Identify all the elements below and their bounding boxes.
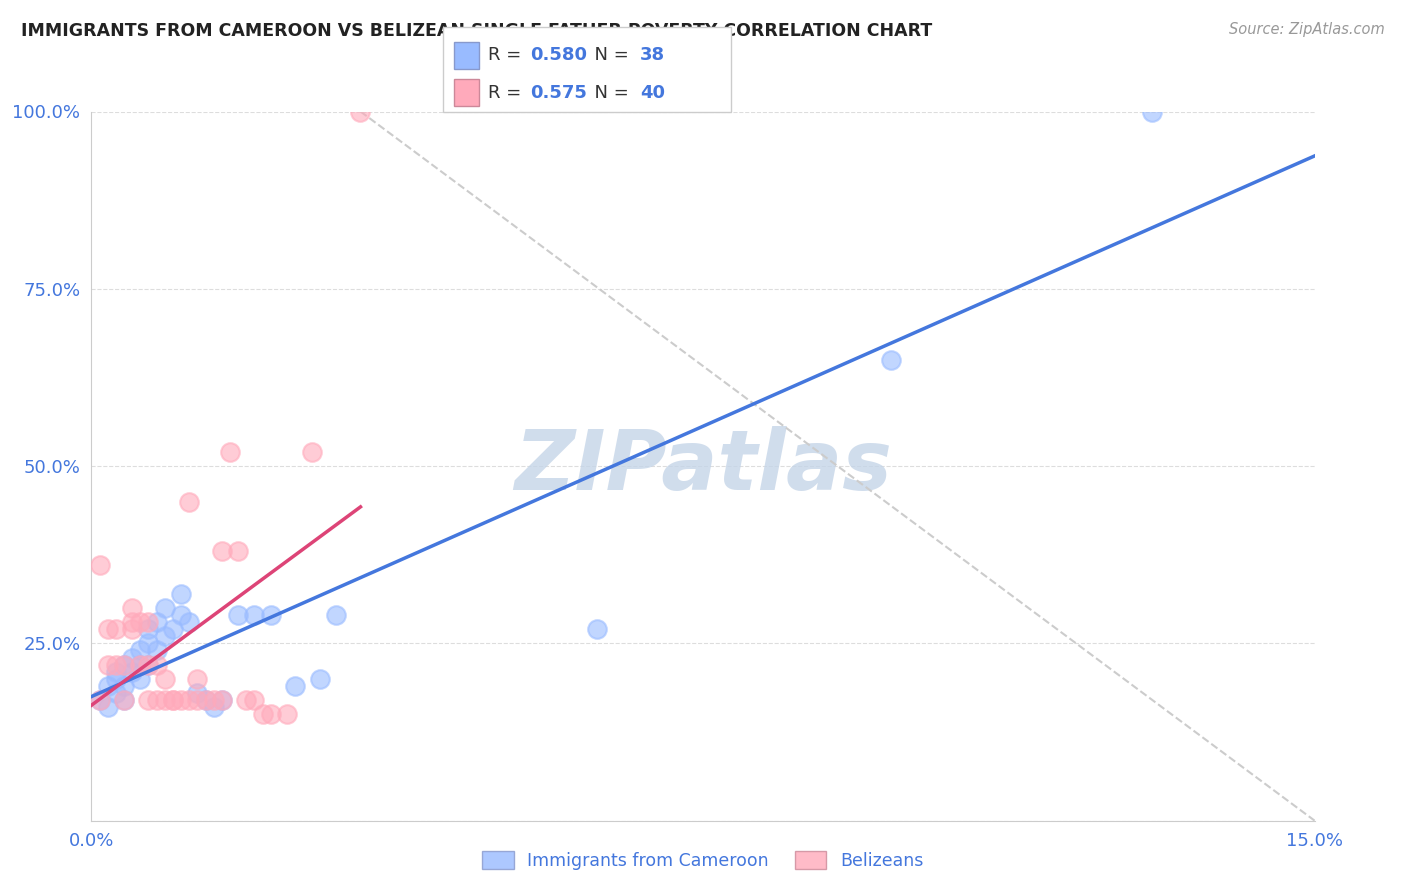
Point (138, 622, 160, 636)
Point (235, 693, 257, 707)
Point (586, 622, 609, 636)
Point (121, 650, 143, 665)
Point (186, 672, 208, 686)
Point (194, 693, 217, 707)
Point (162, 622, 184, 636)
Point (301, 445, 323, 459)
Point (138, 636, 160, 650)
Point (89, 693, 111, 707)
Point (97, 622, 120, 636)
Point (186, 686, 208, 700)
Point (260, 607, 283, 622)
Point (243, 693, 266, 707)
Point (129, 657, 152, 672)
Legend: Immigrants from Cameroon, Belizeans: Immigrants from Cameroon, Belizeans (474, 843, 932, 879)
Point (112, 657, 135, 672)
Text: Source: ZipAtlas.com: Source: ZipAtlas.com (1229, 22, 1385, 37)
Point (121, 665, 143, 679)
Point (879, 352, 901, 367)
Point (186, 693, 208, 707)
Point (129, 672, 152, 686)
Point (97, 700, 120, 714)
Point (121, 615, 143, 629)
Point (112, 657, 135, 672)
Text: R =: R = (488, 46, 527, 64)
Point (179, 693, 201, 707)
Text: N =: N = (583, 46, 636, 64)
Point (170, 587, 193, 601)
Point (138, 693, 160, 707)
Point (284, 679, 307, 693)
Text: 0.580: 0.580 (530, 46, 588, 64)
Point (104, 665, 127, 679)
Point (121, 601, 143, 615)
Point (145, 615, 167, 629)
Point (138, 657, 160, 672)
Point (252, 707, 274, 722)
Point (162, 693, 184, 707)
Point (138, 657, 160, 672)
Point (112, 693, 135, 707)
Text: 38: 38 (640, 46, 665, 64)
Point (89, 693, 111, 707)
Point (97, 679, 120, 693)
Point (153, 629, 176, 643)
Point (260, 707, 283, 722)
Point (179, 494, 201, 508)
Point (219, 445, 242, 459)
Point (211, 693, 233, 707)
Point (276, 707, 298, 722)
Point (170, 693, 193, 707)
Text: R =: R = (488, 84, 527, 102)
Point (153, 601, 176, 615)
Point (104, 622, 127, 636)
Point (104, 686, 127, 700)
Point (104, 672, 127, 686)
Point (112, 693, 135, 707)
Point (153, 693, 176, 707)
Point (211, 693, 233, 707)
Point (145, 657, 167, 672)
Text: 40: 40 (640, 84, 665, 102)
Point (129, 615, 152, 629)
Point (97, 657, 120, 672)
Text: ZIPatlas: ZIPatlas (515, 425, 891, 507)
Point (162, 693, 184, 707)
Point (104, 657, 127, 672)
Point (349, 104, 371, 119)
Point (211, 544, 233, 558)
Point (226, 544, 249, 558)
Point (194, 693, 217, 707)
Text: 0.575: 0.575 (530, 84, 586, 102)
Text: N =: N = (583, 84, 636, 102)
Point (170, 607, 193, 622)
Point (129, 657, 152, 672)
Point (308, 672, 330, 686)
Point (112, 679, 135, 693)
Point (145, 643, 167, 657)
Point (243, 607, 266, 622)
Point (325, 607, 347, 622)
Point (138, 615, 160, 629)
Point (1140, 104, 1163, 119)
Point (226, 607, 249, 622)
Point (153, 672, 176, 686)
Point (145, 693, 167, 707)
Point (179, 615, 201, 629)
Point (121, 622, 143, 636)
Point (129, 643, 152, 657)
Text: IMMIGRANTS FROM CAMEROON VS BELIZEAN SINGLE FATHER POVERTY CORRELATION CHART: IMMIGRANTS FROM CAMEROON VS BELIZEAN SIN… (21, 22, 932, 40)
Point (202, 700, 225, 714)
Point (202, 693, 225, 707)
Point (89, 558, 111, 573)
